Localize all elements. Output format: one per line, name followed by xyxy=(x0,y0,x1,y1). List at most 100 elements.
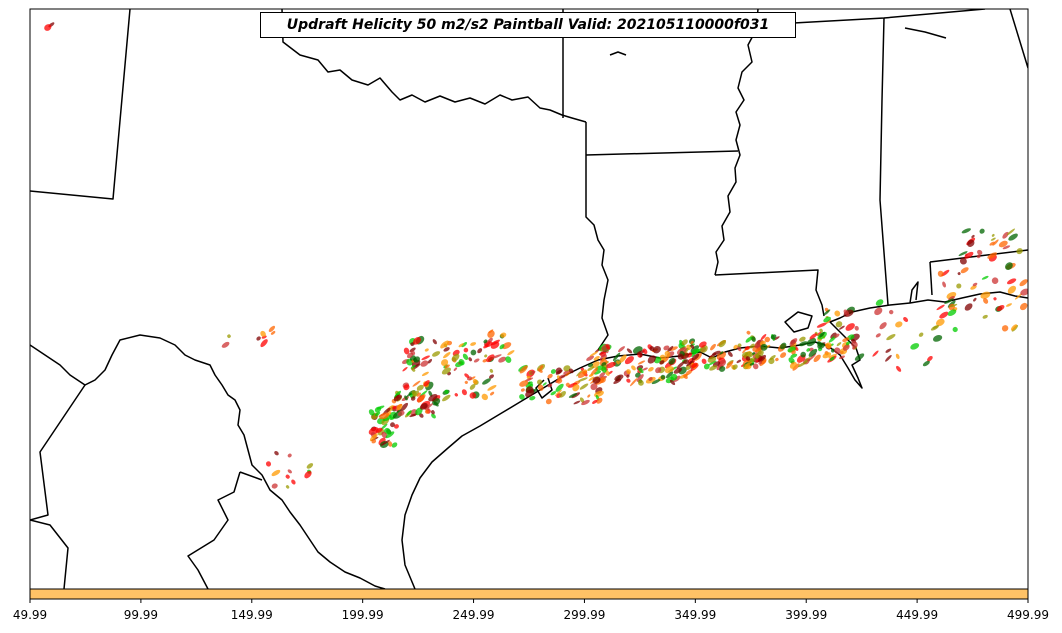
paintball-cell xyxy=(993,297,997,301)
paintball-cell xyxy=(991,277,999,285)
paintball-cell xyxy=(498,356,507,363)
paintball-cell xyxy=(482,378,491,385)
paintball-cell xyxy=(690,344,695,349)
paintball-cell xyxy=(659,360,665,365)
paintball-cell xyxy=(473,358,480,363)
paintball-cell xyxy=(789,361,797,369)
paintball-cell xyxy=(402,366,408,372)
paintball-cell xyxy=(375,427,383,433)
paintball-cell xyxy=(903,317,909,322)
paintball-cell xyxy=(626,348,633,354)
paintball-cell xyxy=(520,388,525,392)
paintball-cell xyxy=(825,342,832,349)
tn-border xyxy=(757,9,986,26)
colorbar-tick-marks xyxy=(29,599,1029,603)
paintball-cell xyxy=(834,347,841,354)
paintball-cell xyxy=(648,367,654,372)
paintball-cell xyxy=(411,367,416,372)
paintball-cell xyxy=(537,384,544,391)
paintball-cell xyxy=(454,393,458,397)
colorbar-tick-label: 249.99 xyxy=(452,608,495,622)
paintball-cell xyxy=(970,285,977,290)
paintball-cell xyxy=(712,350,721,356)
paintball-cell xyxy=(681,339,688,346)
paintball-cell xyxy=(664,366,674,374)
paintball-cell xyxy=(537,368,543,373)
paintball-cell xyxy=(743,351,753,359)
colorbar-tick-label: 299.99 xyxy=(563,608,606,622)
paintball-cell xyxy=(274,451,279,456)
paintball-cell xyxy=(577,370,588,379)
paintball-cell xyxy=(751,336,756,342)
paintball-cell xyxy=(727,351,733,357)
paintball-cell xyxy=(441,359,449,367)
paintball-cell xyxy=(431,410,435,415)
paintball-cell xyxy=(256,336,261,341)
paintball-cell xyxy=(991,233,995,237)
paintball-cell xyxy=(701,358,707,364)
paintball-cell xyxy=(676,361,685,369)
paintball-cell xyxy=(374,406,382,413)
paintball-cell xyxy=(964,251,974,259)
paintball-cell xyxy=(789,338,798,346)
paintball-cell xyxy=(491,354,502,359)
paintball-cell xyxy=(489,374,494,379)
paintball-cell xyxy=(831,348,835,353)
paintball-cell xyxy=(745,336,753,343)
colorbar-tick-label: 49.99 xyxy=(12,608,48,622)
paintball-cell xyxy=(461,342,468,348)
paintball-cell xyxy=(392,405,397,410)
paintball-cell xyxy=(977,249,983,255)
paintball-cell xyxy=(614,374,624,382)
paintball-cell xyxy=(754,353,760,359)
paintball-cell xyxy=(1008,233,1018,241)
paintball-cell xyxy=(828,353,837,359)
paintball-cell xyxy=(733,344,738,350)
paintball-cell xyxy=(563,370,570,375)
paintball-cell xyxy=(477,348,483,354)
paintball-cell xyxy=(1005,262,1013,270)
paintball-cell xyxy=(983,297,989,304)
paintball-cell xyxy=(559,391,566,398)
paintball-cell xyxy=(791,350,796,355)
paintball-cell xyxy=(573,400,581,405)
paintball-cell xyxy=(764,336,771,343)
paintball-cell xyxy=(822,352,832,359)
paintball-cell xyxy=(1020,288,1028,296)
fl-panhandle xyxy=(929,261,933,296)
paintball-cell xyxy=(669,346,678,351)
paintball-cell xyxy=(669,379,676,386)
paintball-cell xyxy=(525,389,535,398)
paintball-cell xyxy=(1007,278,1017,285)
paintball-cell xyxy=(393,394,402,402)
paintball-cell xyxy=(973,297,977,302)
paintball-cell xyxy=(842,344,850,351)
paintball-cell xyxy=(490,339,500,346)
paintball-cell xyxy=(499,344,505,350)
paintball-cell xyxy=(619,354,627,363)
paintball-cell xyxy=(959,257,967,265)
paintball-cell xyxy=(287,453,292,458)
paintball-cell xyxy=(896,365,902,372)
paintball-cell xyxy=(649,346,655,352)
paintball-cell xyxy=(484,354,488,358)
paintball-cell xyxy=(833,333,840,339)
paintball-cell xyxy=(545,398,552,405)
paintball-cell xyxy=(947,309,957,316)
paintball-cell xyxy=(732,364,738,370)
paintball-cell xyxy=(760,343,768,351)
paintball-cell xyxy=(443,351,451,359)
paintball-cell xyxy=(885,354,892,362)
paintball-cell xyxy=(539,365,544,369)
ms-al-border xyxy=(879,17,889,306)
paintball-cell xyxy=(461,389,467,396)
paintball-cell xyxy=(563,365,571,372)
paintball-cell xyxy=(444,389,449,395)
paintball-cell xyxy=(581,399,590,406)
paintball-cell xyxy=(800,351,807,358)
paintball-cell xyxy=(624,356,634,365)
state-borders xyxy=(30,9,1028,589)
paintball-cell xyxy=(368,427,379,435)
paintball-cell xyxy=(464,373,470,379)
